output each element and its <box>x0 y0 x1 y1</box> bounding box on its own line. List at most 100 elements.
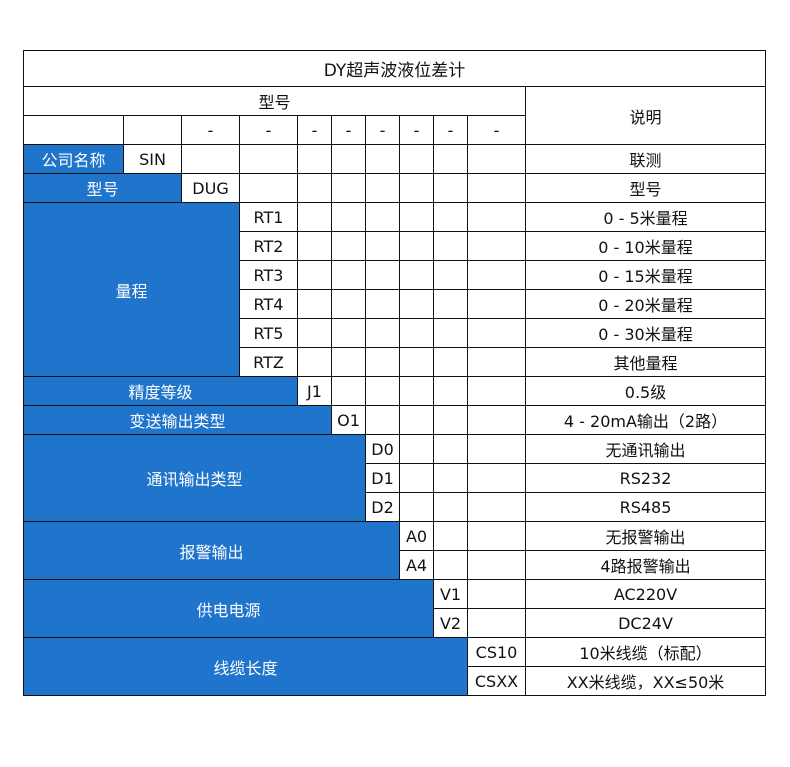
option-code: RT4 <box>239 289 298 319</box>
empty-cell <box>467 231 526 261</box>
option-code: O1 <box>331 405 366 435</box>
option-code: RT2 <box>239 231 298 261</box>
empty-cell <box>297 144 332 174</box>
empty-cell <box>331 144 366 174</box>
description-header: 说明 <box>525 86 766 145</box>
option-description: 无报警输出 <box>525 521 766 551</box>
empty-cell <box>467 347 526 377</box>
empty-cell <box>181 144 240 174</box>
empty-cell <box>399 347 434 377</box>
empty-cell <box>399 463 434 493</box>
empty-cell <box>433 260 468 290</box>
empty-cell <box>467 318 526 348</box>
option-code: A0 <box>399 521 434 551</box>
option-row: 通讯输出类型 D0 无通讯输出 <box>23 434 766 522</box>
separator-cell: - <box>467 115 526 145</box>
group-label: 线缆长度 <box>23 637 468 696</box>
empty-cell <box>433 550 468 580</box>
option-code: D0 <box>365 434 400 464</box>
empty-cell <box>433 347 468 377</box>
empty-cell <box>331 231 366 261</box>
option-description: 0.5级 <box>525 376 766 406</box>
empty-cell <box>467 289 526 319</box>
empty-cell <box>297 202 332 232</box>
separator-cell: - <box>239 115 298 145</box>
empty-cell <box>467 550 526 580</box>
empty-cell <box>467 579 526 609</box>
option-code: A4 <box>399 550 434 580</box>
separator-cell: - <box>297 115 332 145</box>
empty-cell <box>297 231 332 261</box>
option-description: 0 - 30米量程 <box>525 318 766 348</box>
empty-cell <box>399 289 434 319</box>
option-description: 0 - 10米量程 <box>525 231 766 261</box>
empty-cell <box>399 231 434 261</box>
group-label: 报警输出 <box>23 521 400 580</box>
empty-cell <box>433 405 468 435</box>
option-row: V2 DC24V <box>24 608 766 638</box>
option-code: RTZ <box>239 347 298 377</box>
empty-cell <box>467 405 526 435</box>
model-header: 型号 <box>23 86 526 116</box>
option-code: V1 <box>433 579 468 609</box>
option-row: 精度等级 J1 0.5级 <box>23 376 766 406</box>
option-code: CS10 <box>467 637 526 667</box>
title-row: DY超声波液位差计 <box>23 50 766 87</box>
option-description: AC220V <box>525 579 766 609</box>
header-row: 型号 说明 <box>23 86 766 145</box>
empty-cell <box>297 173 332 203</box>
empty-cell <box>399 492 434 522</box>
empty-cell <box>433 173 468 203</box>
empty-cell <box>399 376 434 406</box>
option-description: 型号 <box>525 173 766 203</box>
option-row: RT3 0 - 15米量程 <box>24 260 766 290</box>
table-title: DY超声波液位差计 <box>23 50 766 87</box>
empty-cell <box>433 144 468 174</box>
option-row: 报警输出 A0 无报警输出 <box>23 521 766 580</box>
option-row: 公司名称 SIN 联测 <box>23 144 766 174</box>
empty-cell <box>239 144 298 174</box>
option-description: 无通讯输出 <box>525 434 766 464</box>
option-description: RS485 <box>525 492 766 522</box>
option-row: D1 RS232 <box>24 463 766 493</box>
empty-cell <box>467 492 526 522</box>
empty-cell <box>467 376 526 406</box>
separator-cell: - <box>331 115 366 145</box>
option-code: RT5 <box>239 318 298 348</box>
empty-cell <box>331 347 366 377</box>
empty-cell <box>467 463 526 493</box>
empty-cell <box>331 173 366 203</box>
empty-cell <box>365 173 400 203</box>
empty-cell <box>433 463 468 493</box>
option-code: J1 <box>297 376 332 406</box>
empty-cell <box>399 260 434 290</box>
empty-cell <box>297 347 332 377</box>
empty-cell <box>331 289 366 319</box>
option-code: CSXX <box>467 666 526 696</box>
empty-cell <box>239 173 298 203</box>
option-row: RT5 0 - 30米量程 <box>24 318 766 348</box>
group-label: 量程 <box>23 202 240 377</box>
empty-cell <box>365 260 400 290</box>
empty-cell <box>433 434 468 464</box>
empty-cell <box>467 434 526 464</box>
separator-cell: - <box>365 115 400 145</box>
empty-cell <box>365 231 400 261</box>
model-selection-table: DY超声波液位差计 型号 说明 -------- 公司名称 SIN 联测 型号 DUG 型… <box>23 50 766 696</box>
option-row: 线缆长度 CS10 10米线缆（标配） <box>23 637 766 696</box>
empty-cell <box>365 405 400 435</box>
empty-cell <box>297 289 332 319</box>
empty-cell <box>365 376 400 406</box>
empty-cell <box>399 318 434 348</box>
empty-cell <box>467 202 526 232</box>
option-row: 供电电源 V1 AC220V <box>23 579 766 638</box>
empty-cell <box>365 202 400 232</box>
group-label: 供电电源 <box>23 579 434 638</box>
empty-cell <box>467 144 526 174</box>
empty-cell <box>433 202 468 232</box>
empty-cell <box>433 521 468 551</box>
option-row: 变送输出类型 O1 4 - 20mA输出（2路） <box>23 405 766 435</box>
option-description: 10米线缆（标配） <box>525 637 766 667</box>
option-row: A4 4路报警输出 <box>24 550 766 580</box>
option-code: D1 <box>365 463 400 493</box>
